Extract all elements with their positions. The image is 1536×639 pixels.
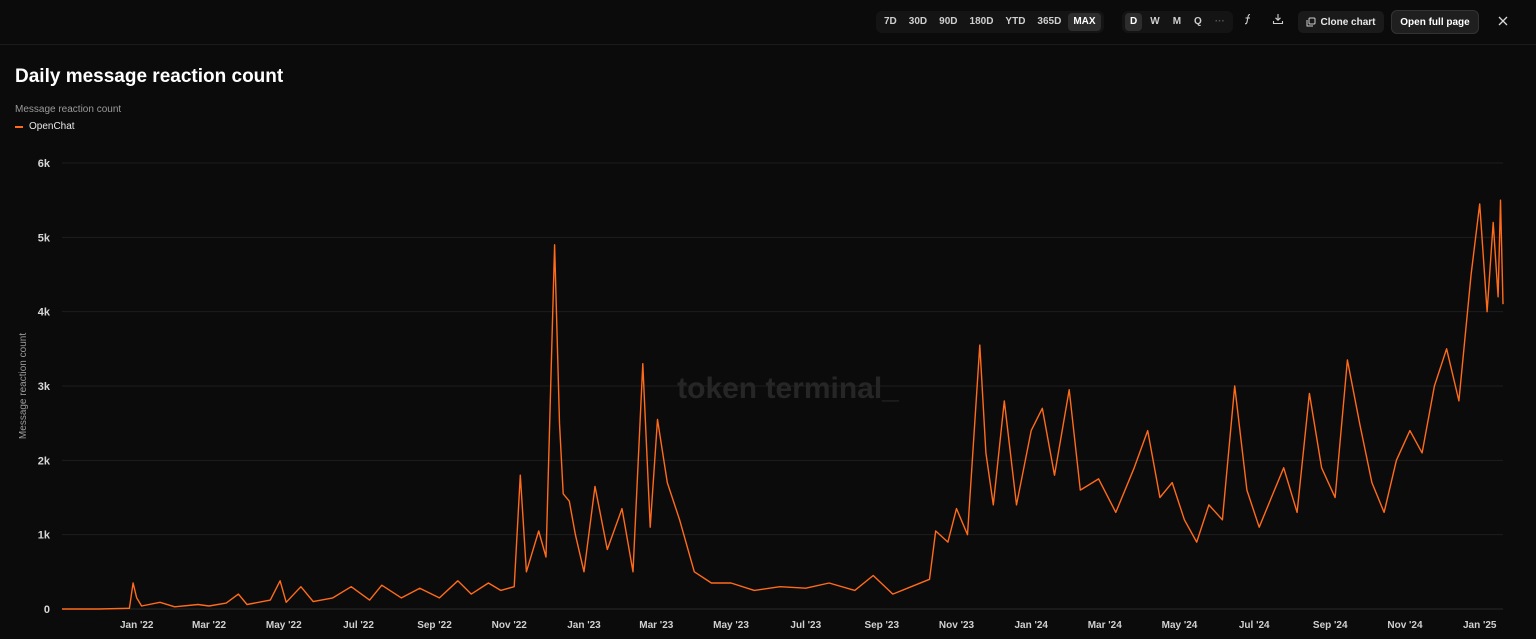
x-tick-label: Mar '23 — [639, 620, 674, 631]
y-tick-label: 0 — [44, 604, 50, 616]
clone-chart-button[interactable]: Clone chart — [1298, 11, 1384, 33]
x-tick-label: Mar '22 — [192, 620, 227, 631]
close-icon[interactable] — [1492, 11, 1514, 33]
range-30d-button[interactable]: 30D — [908, 16, 928, 27]
legend-label: OpenChat — [29, 121, 75, 132]
y-tick-label: 5k — [38, 232, 51, 244]
x-tick-label: Jul '23 — [790, 620, 821, 631]
x-tick-label: Sep '24 — [1313, 620, 1348, 631]
x-tick-label: May '24 — [1162, 620, 1198, 631]
x-tick-label: May '22 — [266, 620, 302, 631]
x-tick-label: Mar '24 — [1088, 620, 1123, 631]
copy-icon — [1306, 17, 1316, 27]
granularity-weekly-button[interactable]: W — [1150, 16, 1160, 27]
range-180d-button[interactable]: 180D — [969, 16, 994, 27]
chart-subtitle: Message reaction count — [15, 104, 122, 115]
y-tick-label: 4k — [38, 307, 51, 319]
download-icon[interactable] — [1268, 12, 1288, 32]
legend-swatch — [15, 125, 23, 128]
y-axis-label: Message reaction count — [18, 333, 29, 439]
granularity-more-button[interactable]: ··· — [1214, 16, 1225, 27]
x-tick-label: Jan '25 — [1463, 620, 1497, 631]
y-tick-label: 3k — [38, 381, 51, 393]
range-7d-button[interactable]: 7D — [884, 16, 897, 27]
range-ytd-button[interactable]: YTD — [1005, 16, 1026, 27]
granularity-quarterly-button[interactable]: Q — [1194, 16, 1202, 27]
granularity-monthly-button[interactable]: M — [1172, 16, 1182, 27]
range-365d-button[interactable]: 365D — [1037, 16, 1062, 27]
range-90d-button[interactable]: 90D — [939, 16, 958, 27]
range-selector: 7D 30D 90D 180D YTD 365D MAX — [876, 11, 1104, 33]
x-tick-label: Sep '22 — [417, 620, 452, 631]
x-tick-label: Nov '22 — [492, 620, 528, 631]
x-tick-label: Jul '22 — [343, 620, 374, 631]
x-tick-label: Jan '23 — [567, 620, 601, 631]
y-tick-label: 1k — [38, 530, 51, 542]
granularity-selector: D W M Q ··· — [1122, 11, 1233, 33]
granularity-daily-button[interactable]: D — [1125, 13, 1143, 31]
series-line-openchat[interactable] — [62, 199, 1504, 610]
watermark: token terminal_ — [677, 372, 899, 405]
x-tick-label: Jan '24 — [1014, 620, 1048, 631]
x-tick-label: May '23 — [713, 620, 749, 631]
x-tick-label: Nov '23 — [939, 620, 975, 631]
formula-icon[interactable] — [1238, 12, 1258, 32]
x-tick-label: Jul '24 — [1239, 620, 1270, 631]
x-tick-label: Jan '22 — [120, 620, 154, 631]
y-tick-label: 6k — [38, 158, 51, 170]
x-tick-label: Sep '23 — [864, 620, 899, 631]
x-tick-label: Nov '24 — [1387, 620, 1423, 631]
chart-title: Daily message reaction count — [15, 66, 284, 87]
legend-item-openchat[interactable]: OpenChat — [15, 121, 75, 132]
range-max-button[interactable]: MAX — [1068, 13, 1101, 31]
open-full-page-button[interactable]: Open full page — [1391, 10, 1479, 34]
chart-toolbar: 7D 30D 90D 180D YTD 365D MAX D W M Q ···… — [0, 0, 1536, 45]
y-tick-label: 2k — [38, 455, 51, 467]
clone-chart-label: Clone chart — [1320, 16, 1376, 28]
